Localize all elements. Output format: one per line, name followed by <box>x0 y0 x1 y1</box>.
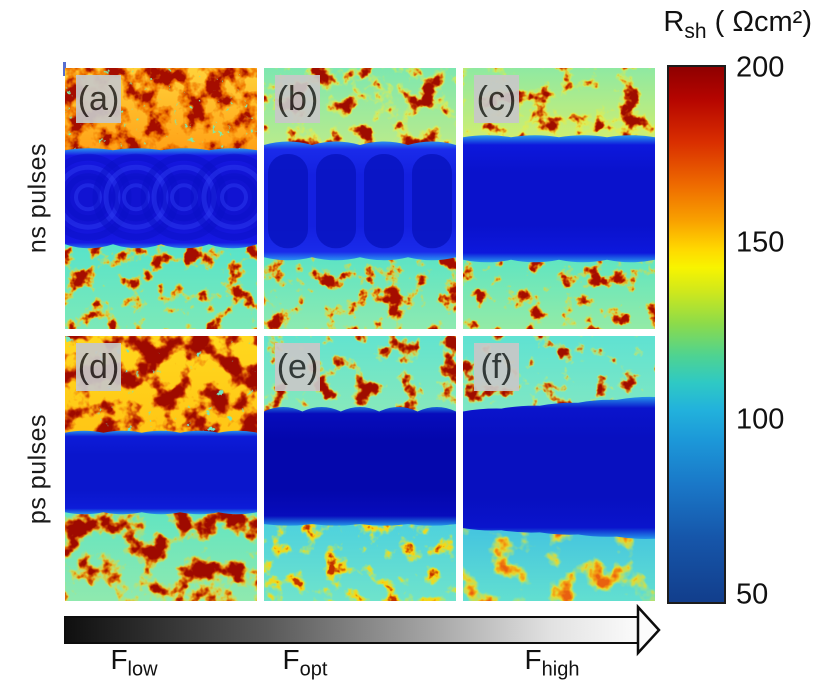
panel-a: (a) <box>65 68 257 329</box>
heatmap-a <box>65 68 257 329</box>
rsh-region-bottom <box>65 232 257 329</box>
laser-doped-line-band <box>264 141 456 261</box>
rsh-symbol: R <box>663 6 685 38</box>
rings-decor <box>65 153 257 241</box>
panel-f: (f) <box>463 336 655 601</box>
colorbar-tick-150: 150 <box>736 226 785 259</box>
panel-label-e: (e) <box>275 343 320 391</box>
fluence-label-low: Flow <box>110 644 158 681</box>
rsh-subscript: sh <box>684 19 707 43</box>
panel-b: (b) <box>264 68 456 329</box>
colorbar-title: Rsh ( Ωcm²) <box>600 6 812 44</box>
fluence-arrow <box>64 604 661 657</box>
stray-tick-mark <box>63 62 66 76</box>
heatmap-b <box>264 68 456 329</box>
arrowhead-icon <box>636 604 661 657</box>
panel-d: (d) <box>65 336 257 601</box>
rsh-region-bottom <box>264 512 456 601</box>
colorbar-tick-100: 100 <box>736 403 785 436</box>
laser-doped-line-band <box>65 430 257 515</box>
laser-doped-line-band <box>264 407 456 526</box>
fluence-label-high: Fhigh <box>524 644 580 681</box>
laser-doped-line-band <box>463 396 655 539</box>
panel-c: (c) <box>463 68 655 329</box>
panel-e: (e) <box>264 336 456 601</box>
rsh-units: ( Ωcm²) <box>706 6 812 38</box>
fluence-label-opt: Fopt <box>282 644 328 681</box>
fluence-gradient-bar <box>64 616 639 644</box>
heatmap-e <box>264 336 456 601</box>
colorbar-gradient <box>667 65 726 604</box>
panel-label-a: (a) <box>76 75 121 123</box>
laser-doped-line-band <box>463 135 655 263</box>
panel-label-d: (d) <box>76 343 121 391</box>
panel-label-c: (c) <box>474 75 519 123</box>
panel-label-b: (b) <box>275 75 320 123</box>
colorbar-tick-50: 50 <box>736 578 769 611</box>
lobes-decor <box>268 154 452 249</box>
rsh-region-bottom <box>65 500 257 601</box>
colorbar-tick-200: 200 <box>736 51 785 84</box>
panel-label-f: (f) <box>474 343 519 391</box>
